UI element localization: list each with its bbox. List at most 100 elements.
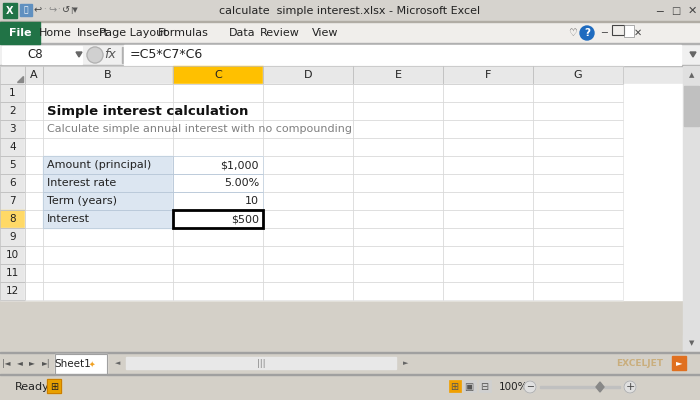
Bar — [25, 138, 43, 156]
Bar — [25, 66, 43, 84]
Bar — [443, 228, 533, 246]
Bar — [173, 282, 263, 300]
Bar — [353, 120, 443, 138]
Text: Interest rate: Interest rate — [47, 178, 116, 188]
Bar — [0, 246, 25, 264]
Circle shape — [580, 26, 594, 40]
Circle shape — [624, 381, 636, 393]
Bar — [533, 102, 623, 120]
Bar — [353, 156, 443, 174]
Bar — [43, 102, 173, 120]
Text: 12: 12 — [6, 286, 19, 296]
Bar — [263, 84, 353, 102]
Text: ↪: ↪ — [48, 5, 56, 15]
Bar — [43, 264, 173, 282]
Bar — [173, 210, 263, 228]
Text: ─: ─ — [657, 6, 664, 16]
Bar — [263, 156, 353, 174]
Text: Interest: Interest — [47, 214, 90, 224]
Circle shape — [524, 381, 536, 393]
Bar — [443, 228, 533, 246]
Bar — [43, 228, 173, 246]
Bar — [353, 84, 443, 102]
Bar — [533, 102, 623, 120]
Bar — [0, 246, 25, 264]
Bar — [533, 66, 623, 84]
Bar — [533, 174, 623, 192]
Bar — [25, 246, 43, 264]
Bar — [533, 84, 623, 102]
Bar — [263, 264, 353, 282]
Text: ♡: ♡ — [568, 28, 576, 38]
Bar — [0, 102, 25, 120]
Bar — [353, 102, 443, 120]
Text: ·: · — [57, 6, 60, 14]
Bar — [173, 120, 263, 138]
Bar — [0, 156, 25, 174]
Bar — [263, 246, 353, 264]
Bar — [533, 210, 623, 228]
Bar — [443, 282, 533, 300]
Bar — [533, 138, 623, 156]
Text: E: E — [395, 70, 402, 80]
Text: 100%: 100% — [499, 382, 528, 392]
Bar — [263, 228, 353, 246]
Bar — [43, 102, 173, 120]
Bar — [263, 102, 353, 120]
Bar — [353, 246, 443, 264]
Bar — [43, 282, 173, 300]
Bar — [43, 246, 173, 264]
Bar — [0, 192, 25, 210]
Bar — [0, 374, 700, 375]
Bar — [0, 120, 25, 138]
Bar — [443, 66, 533, 84]
Text: 8: 8 — [9, 214, 16, 224]
Bar — [0, 228, 25, 246]
Bar — [533, 282, 623, 300]
Bar — [173, 156, 263, 174]
Bar — [55, 354, 107, 375]
Bar — [684, 86, 699, 126]
Text: ▣: ▣ — [464, 382, 474, 392]
Bar — [25, 84, 43, 102]
Text: F: F — [485, 70, 491, 80]
Bar — [353, 174, 443, 192]
Text: Formulas: Formulas — [158, 28, 209, 38]
Text: |||: ||| — [257, 358, 265, 368]
Text: +: + — [625, 382, 635, 392]
Bar — [173, 138, 263, 156]
Bar — [263, 138, 353, 156]
Text: ↺: ↺ — [62, 5, 70, 15]
Text: calculate  simple interest.xlsx - Microsoft Excel: calculate simple interest.xlsx - Microso… — [219, 6, 481, 16]
Bar — [126, 357, 396, 369]
Bar — [0, 66, 25, 84]
Text: Sheet1: Sheet1 — [55, 359, 92, 369]
Text: 7: 7 — [9, 196, 16, 206]
Bar — [0, 22, 700, 44]
Bar — [55, 354, 107, 375]
Bar — [263, 282, 353, 300]
Text: 11: 11 — [6, 268, 19, 278]
Bar — [112, 356, 412, 370]
Bar — [43, 138, 173, 156]
Bar — [533, 228, 623, 246]
Bar — [443, 84, 533, 102]
Bar — [263, 120, 353, 138]
Bar — [0, 352, 700, 374]
Bar — [464, 380, 476, 392]
Bar — [263, 210, 353, 228]
Text: Amount (principal): Amount (principal) — [47, 160, 151, 170]
Bar — [173, 246, 263, 264]
Bar — [173, 210, 263, 228]
Bar — [263, 228, 353, 246]
Bar — [533, 192, 623, 210]
Bar — [533, 210, 623, 228]
Bar — [173, 210, 263, 228]
Bar — [25, 282, 43, 300]
Bar — [43, 120, 173, 138]
Text: 4: 4 — [9, 142, 16, 152]
Bar — [173, 66, 263, 84]
Text: $1,000: $1,000 — [220, 160, 259, 170]
Bar — [0, 66, 25, 84]
Bar — [173, 282, 263, 300]
